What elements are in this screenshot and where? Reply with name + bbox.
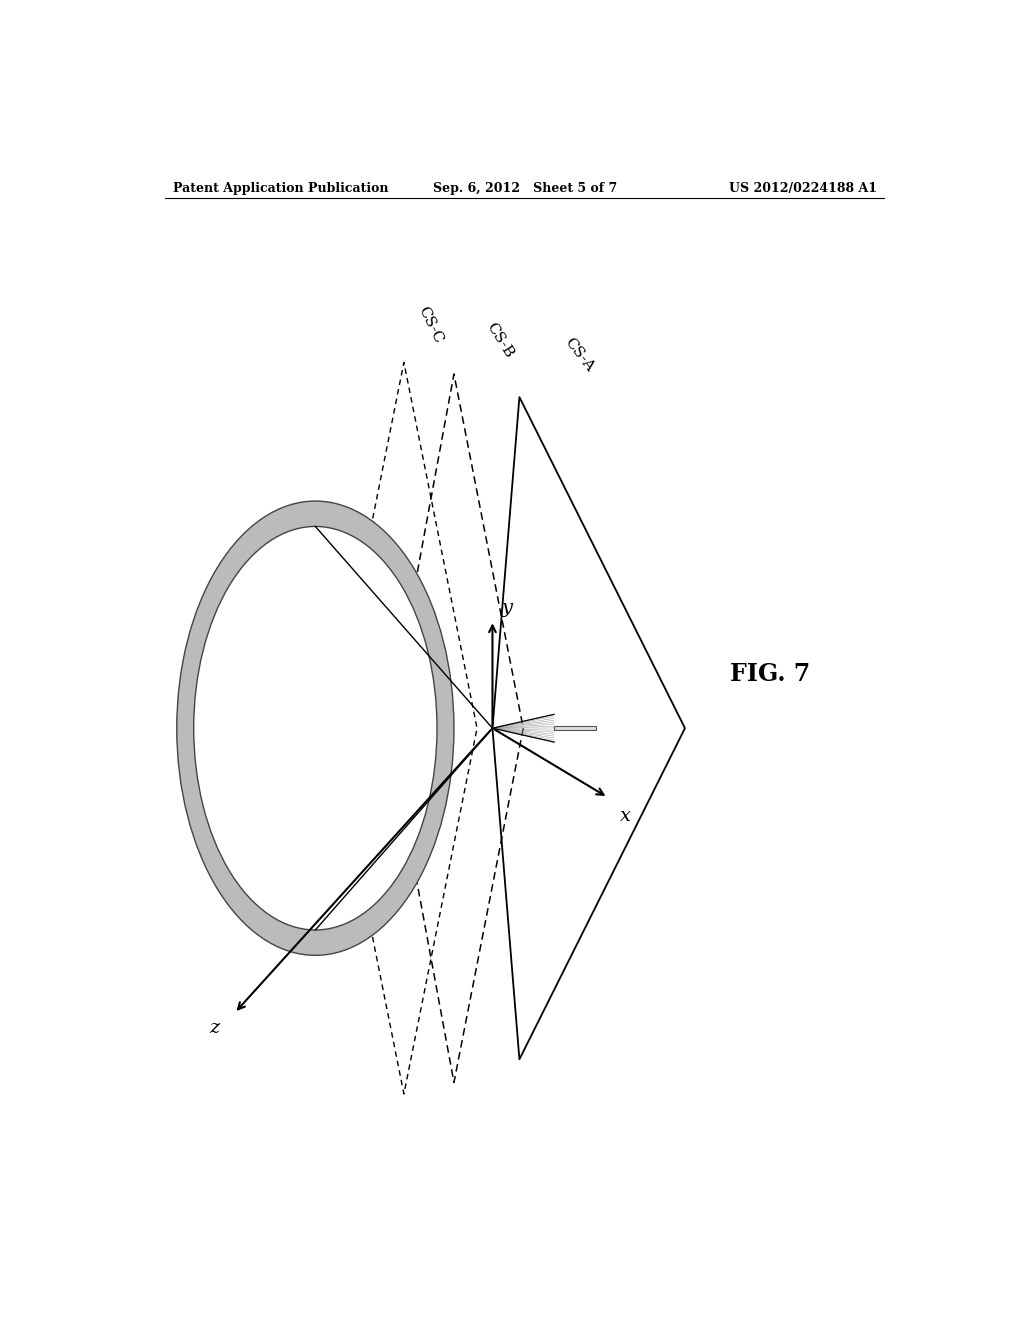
- Text: CS-A: CS-A: [562, 335, 597, 374]
- Text: x: x: [620, 807, 631, 825]
- Text: Sep. 6, 2012   Sheet 5 of 7: Sep. 6, 2012 Sheet 5 of 7: [433, 182, 616, 194]
- Text: y: y: [502, 598, 513, 616]
- Text: CS-C: CS-C: [416, 304, 445, 346]
- Ellipse shape: [177, 502, 454, 956]
- Text: FIG. 7: FIG. 7: [729, 663, 810, 686]
- FancyBboxPatch shape: [554, 726, 596, 730]
- Text: US 2012/0224188 A1: US 2012/0224188 A1: [729, 182, 878, 194]
- Text: CS-B: CS-B: [483, 319, 516, 360]
- Text: z: z: [209, 1019, 219, 1038]
- Ellipse shape: [194, 527, 437, 929]
- Text: Patent Application Publication: Patent Application Publication: [173, 182, 388, 194]
